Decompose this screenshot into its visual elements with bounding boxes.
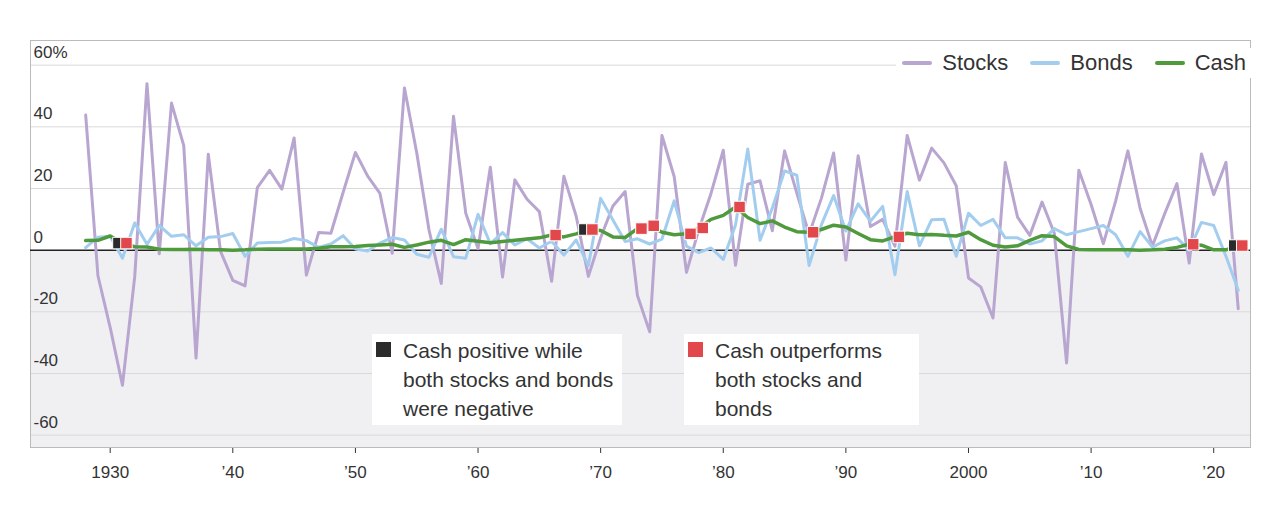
html-text:Cash positive while both stock: Cash positive while both stocks and bond…: [403, 339, 614, 420]
svg-text:’90: ’90: [835, 463, 858, 482]
svg-text:’70: ’70: [589, 463, 612, 482]
html-text:Cash: Cash: [1194, 50, 1246, 75]
html-text:Stocks: Stocks: [942, 50, 1009, 75]
svg-text:’60: ’60: [467, 463, 490, 482]
svg-text:’50: ’50: [344, 463, 367, 482]
svg-text:’10: ’10: [1080, 463, 1103, 482]
svg-text:’40: ’40: [221, 463, 244, 482]
svg-text:60%: 60%: [34, 43, 68, 62]
svg-text:1930: 1930: [91, 463, 129, 482]
svg-text:40: 40: [34, 104, 53, 123]
svg-text:’80: ’80: [712, 463, 735, 482]
svg-text:-60: -60: [34, 413, 59, 432]
svg-text:2000: 2000: [950, 463, 988, 482]
svg-text:-20: -20: [34, 289, 59, 308]
svg-text:’20: ’20: [1202, 463, 1225, 482]
svg-text:-40: -40: [34, 351, 59, 370]
svg-text:0: 0: [34, 228, 43, 247]
svg-text:20: 20: [34, 166, 53, 185]
html-text:Bonds: Bonds: [1070, 50, 1133, 75]
html-text:Cash outperforms both stocks a: Cash outperforms both stocks and bonds: [715, 339, 882, 420]
